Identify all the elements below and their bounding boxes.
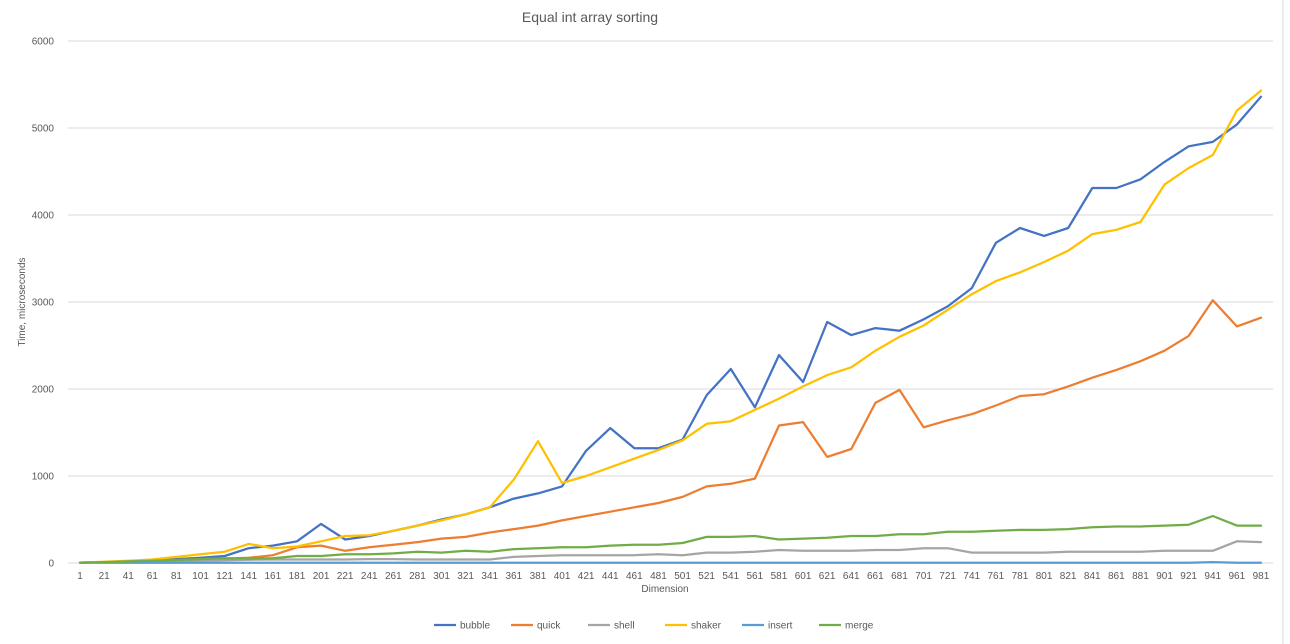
x-tick-label: 581 <box>771 571 788 582</box>
y-tick-label: 5000 <box>32 124 55 135</box>
x-tick-label: 181 <box>289 571 306 582</box>
legend-item-shaker: shaker <box>665 621 722 632</box>
chart-title: Equal int array sorting <box>522 9 658 25</box>
x-tick-label: 81 <box>171 571 183 582</box>
x-tick-label: 821 <box>1060 571 1077 582</box>
x-tick-label: 941 <box>1204 571 1221 582</box>
x-tick-label: 281 <box>409 571 426 582</box>
legend-item-shell: shell <box>588 621 635 632</box>
x-tick-label: 721 <box>939 571 956 582</box>
legend-label-shell: shell <box>614 621 635 632</box>
legend-item-quick: quick <box>511 621 561 632</box>
x-tick-label: 1 <box>77 571 83 582</box>
y-tick-label: 2000 <box>32 385 55 396</box>
x-tick-label: 701 <box>915 571 932 582</box>
x-tick-label: 561 <box>747 571 764 582</box>
x-tick-label: 321 <box>457 571 474 582</box>
x-tick-label: 61 <box>147 571 159 582</box>
x-tick-label: 141 <box>240 571 257 582</box>
series-line-shell <box>78 540 1263 564</box>
x-tick-label: 101 <box>192 571 209 582</box>
legend-label-bubble: bubble <box>460 621 490 632</box>
x-tick-label: 601 <box>795 571 812 582</box>
legend-label-shaker: shaker <box>691 621 722 632</box>
series-line-quick <box>78 299 1263 564</box>
x-tick-label: 641 <box>843 571 860 582</box>
x-tick-label: 441 <box>602 571 619 582</box>
legend: bubble quick shell shaker insert merge <box>434 621 874 632</box>
legend-label-quick: quick <box>537 621 561 632</box>
y-axis-tick-labels: 0 1000 2000 3000 4000 5000 6000 <box>32 37 55 570</box>
x-tick-label: 381 <box>530 571 547 582</box>
y-axis-title: Time, microseconds <box>17 257 28 346</box>
x-tick-label: 161 <box>265 571 282 582</box>
x-tick-label: 861 <box>1108 571 1125 582</box>
y-tick-label: 6000 <box>32 37 55 48</box>
x-tick-label: 761 <box>988 571 1005 582</box>
x-tick-label: 681 <box>891 571 908 582</box>
x-tick-label: 421 <box>578 571 595 582</box>
x-tick-label: 621 <box>819 571 836 582</box>
x-tick-label: 801 <box>1036 571 1053 582</box>
x-tick-label: 461 <box>626 571 643 582</box>
x-tick-label: 741 <box>963 571 980 582</box>
x-axis-tick-labels: 1 21 41 61 81 101 121 141 161 181 201 221 241 261 281 3… <box>77 571 1269 582</box>
x-tick-label: 261 <box>385 571 402 582</box>
y-tick-label: 0 <box>48 559 54 570</box>
legend-label-insert: insert <box>768 621 793 632</box>
x-tick-label: 881 <box>1132 571 1149 582</box>
legend-item-insert: insert <box>742 621 793 632</box>
legend-item-bubble: bubble <box>434 621 490 632</box>
x-tick-label: 41 <box>123 571 135 582</box>
series-line-shaker <box>78 89 1263 564</box>
series-line-insert <box>78 560 1263 564</box>
x-tick-label: 541 <box>722 571 739 582</box>
series-lines <box>78 89 1263 564</box>
x-tick-label: 241 <box>361 571 378 582</box>
x-tick-label: 21 <box>99 571 111 582</box>
x-tick-label: 481 <box>650 571 667 582</box>
x-tick-label: 981 <box>1253 571 1270 582</box>
series-line-bubble <box>78 95 1263 564</box>
x-tick-label: 401 <box>554 571 571 582</box>
x-axis-title: Dimension <box>641 584 688 595</box>
x-tick-label: 781 <box>1012 571 1029 582</box>
x-tick-label: 201 <box>313 571 330 582</box>
legend-item-merge: merge <box>819 621 874 632</box>
x-tick-label: 921 <box>1180 571 1197 582</box>
y-tick-label: 1000 <box>32 472 55 483</box>
y-tick-label: 4000 <box>32 211 55 222</box>
x-tick-label: 661 <box>867 571 884 582</box>
series-line-merge <box>78 514 1263 564</box>
x-tick-label: 221 <box>337 571 354 582</box>
x-tick-label: 361 <box>506 571 523 582</box>
x-tick-label: 841 <box>1084 571 1101 582</box>
x-tick-label: 301 <box>433 571 450 582</box>
x-tick-label: 521 <box>698 571 715 582</box>
gridlines <box>68 40 1273 564</box>
x-tick-label: 901 <box>1156 571 1173 582</box>
legend-label-merge: merge <box>845 621 874 632</box>
x-tick-label: 961 <box>1229 571 1246 582</box>
y-tick-label: 3000 <box>32 298 55 309</box>
x-tick-label: 121 <box>216 571 233 582</box>
x-tick-label: 501 <box>674 571 691 582</box>
x-tick-label: 341 <box>481 571 498 582</box>
